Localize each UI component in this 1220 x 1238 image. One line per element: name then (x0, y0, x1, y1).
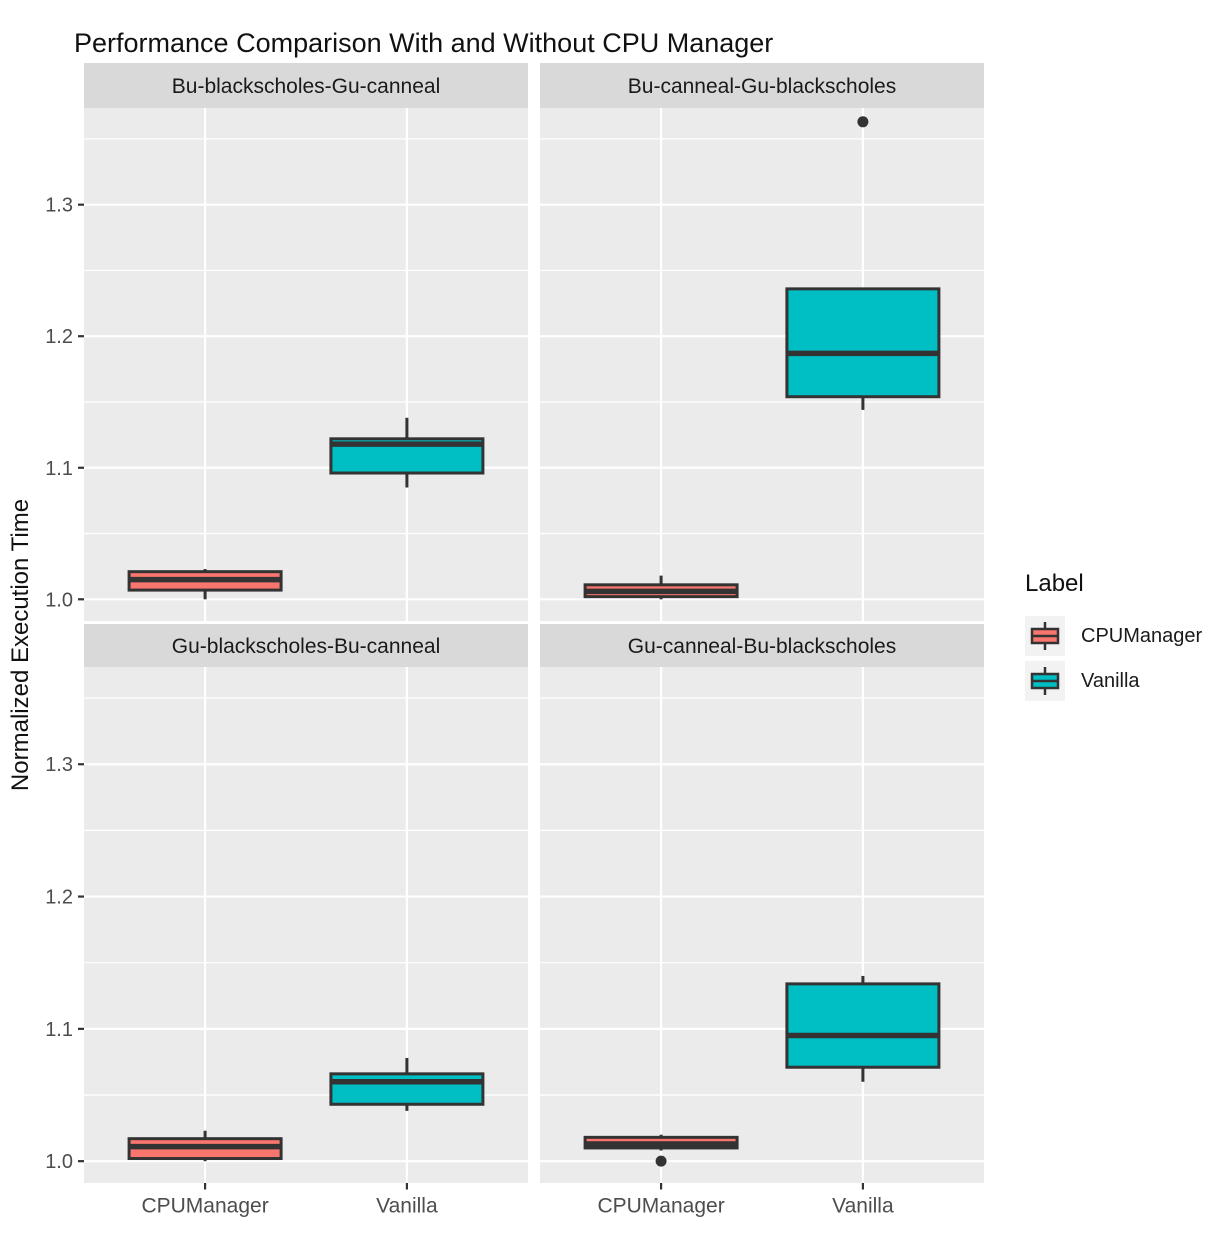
y-axis-tick-label: 1.3 (45, 754, 73, 776)
legend: Label CPUManager Vanilla (1025, 570, 1202, 706)
boxplot-key-icon (1030, 667, 1060, 695)
legend-entry-label: CPUManager (1081, 624, 1203, 647)
facet-strip (84, 624, 528, 667)
boxplot-box-vanilla (785, 287, 941, 399)
y-axis-tick-label: 1.2 (45, 887, 73, 909)
facet-strip (84, 63, 528, 108)
y-axis-tick-label: 1.0 (45, 589, 73, 611)
legend-key (1025, 616, 1065, 656)
plot-title: Performance Comparison With and Without … (74, 28, 774, 58)
x-axis-tick-label: CPUManager (141, 1195, 268, 1218)
y-axis-tick-label: 1.2 (45, 326, 73, 348)
y-axis-tick-label: 1.3 (45, 195, 73, 217)
legend-entry: Vanilla (1025, 661, 1202, 701)
legend-entry-label: Vanilla (1081, 669, 1140, 692)
outlier-point-cpumanager (655, 1155, 667, 1167)
facet-strip (540, 624, 984, 667)
facet-strip (540, 63, 984, 108)
y-axis-tick-label: 1.1 (45, 458, 73, 480)
legend-key (1025, 661, 1065, 701)
legend-title: Label (1025, 570, 1084, 597)
facet-strip-label: Bu-blackscholes-Gu-canneal (172, 75, 440, 98)
boxplot-key-icon (1030, 622, 1060, 650)
facet-strip-label: Gu-blackscholes-Bu-canneal (172, 635, 440, 658)
outlier-point-vanilla (857, 116, 869, 128)
y-axis-tick-label: 1.1 (45, 1019, 73, 1041)
facet-strip-label: Bu-canneal-Gu-blackscholes (628, 75, 896, 98)
facet-panel (540, 667, 984, 1183)
legend-entry: CPUManager (1025, 616, 1202, 656)
legend-entries: CPUManager Vanilla (1025, 616, 1202, 701)
x-axis-tick-label: CPUManager (597, 1195, 724, 1218)
boxplot-box-vanilla (785, 982, 941, 1069)
facet-panel (84, 108, 528, 621)
facet-strip-label: Gu-canneal-Bu-blackscholes (628, 635, 896, 658)
x-axis-tick-label: Vanilla (832, 1195, 894, 1218)
y-axis-tick-label: 1.0 (45, 1151, 73, 1173)
boxplot-box-vanilla (329, 1072, 485, 1106)
x-axis-tick-label: Vanilla (376, 1195, 438, 1218)
